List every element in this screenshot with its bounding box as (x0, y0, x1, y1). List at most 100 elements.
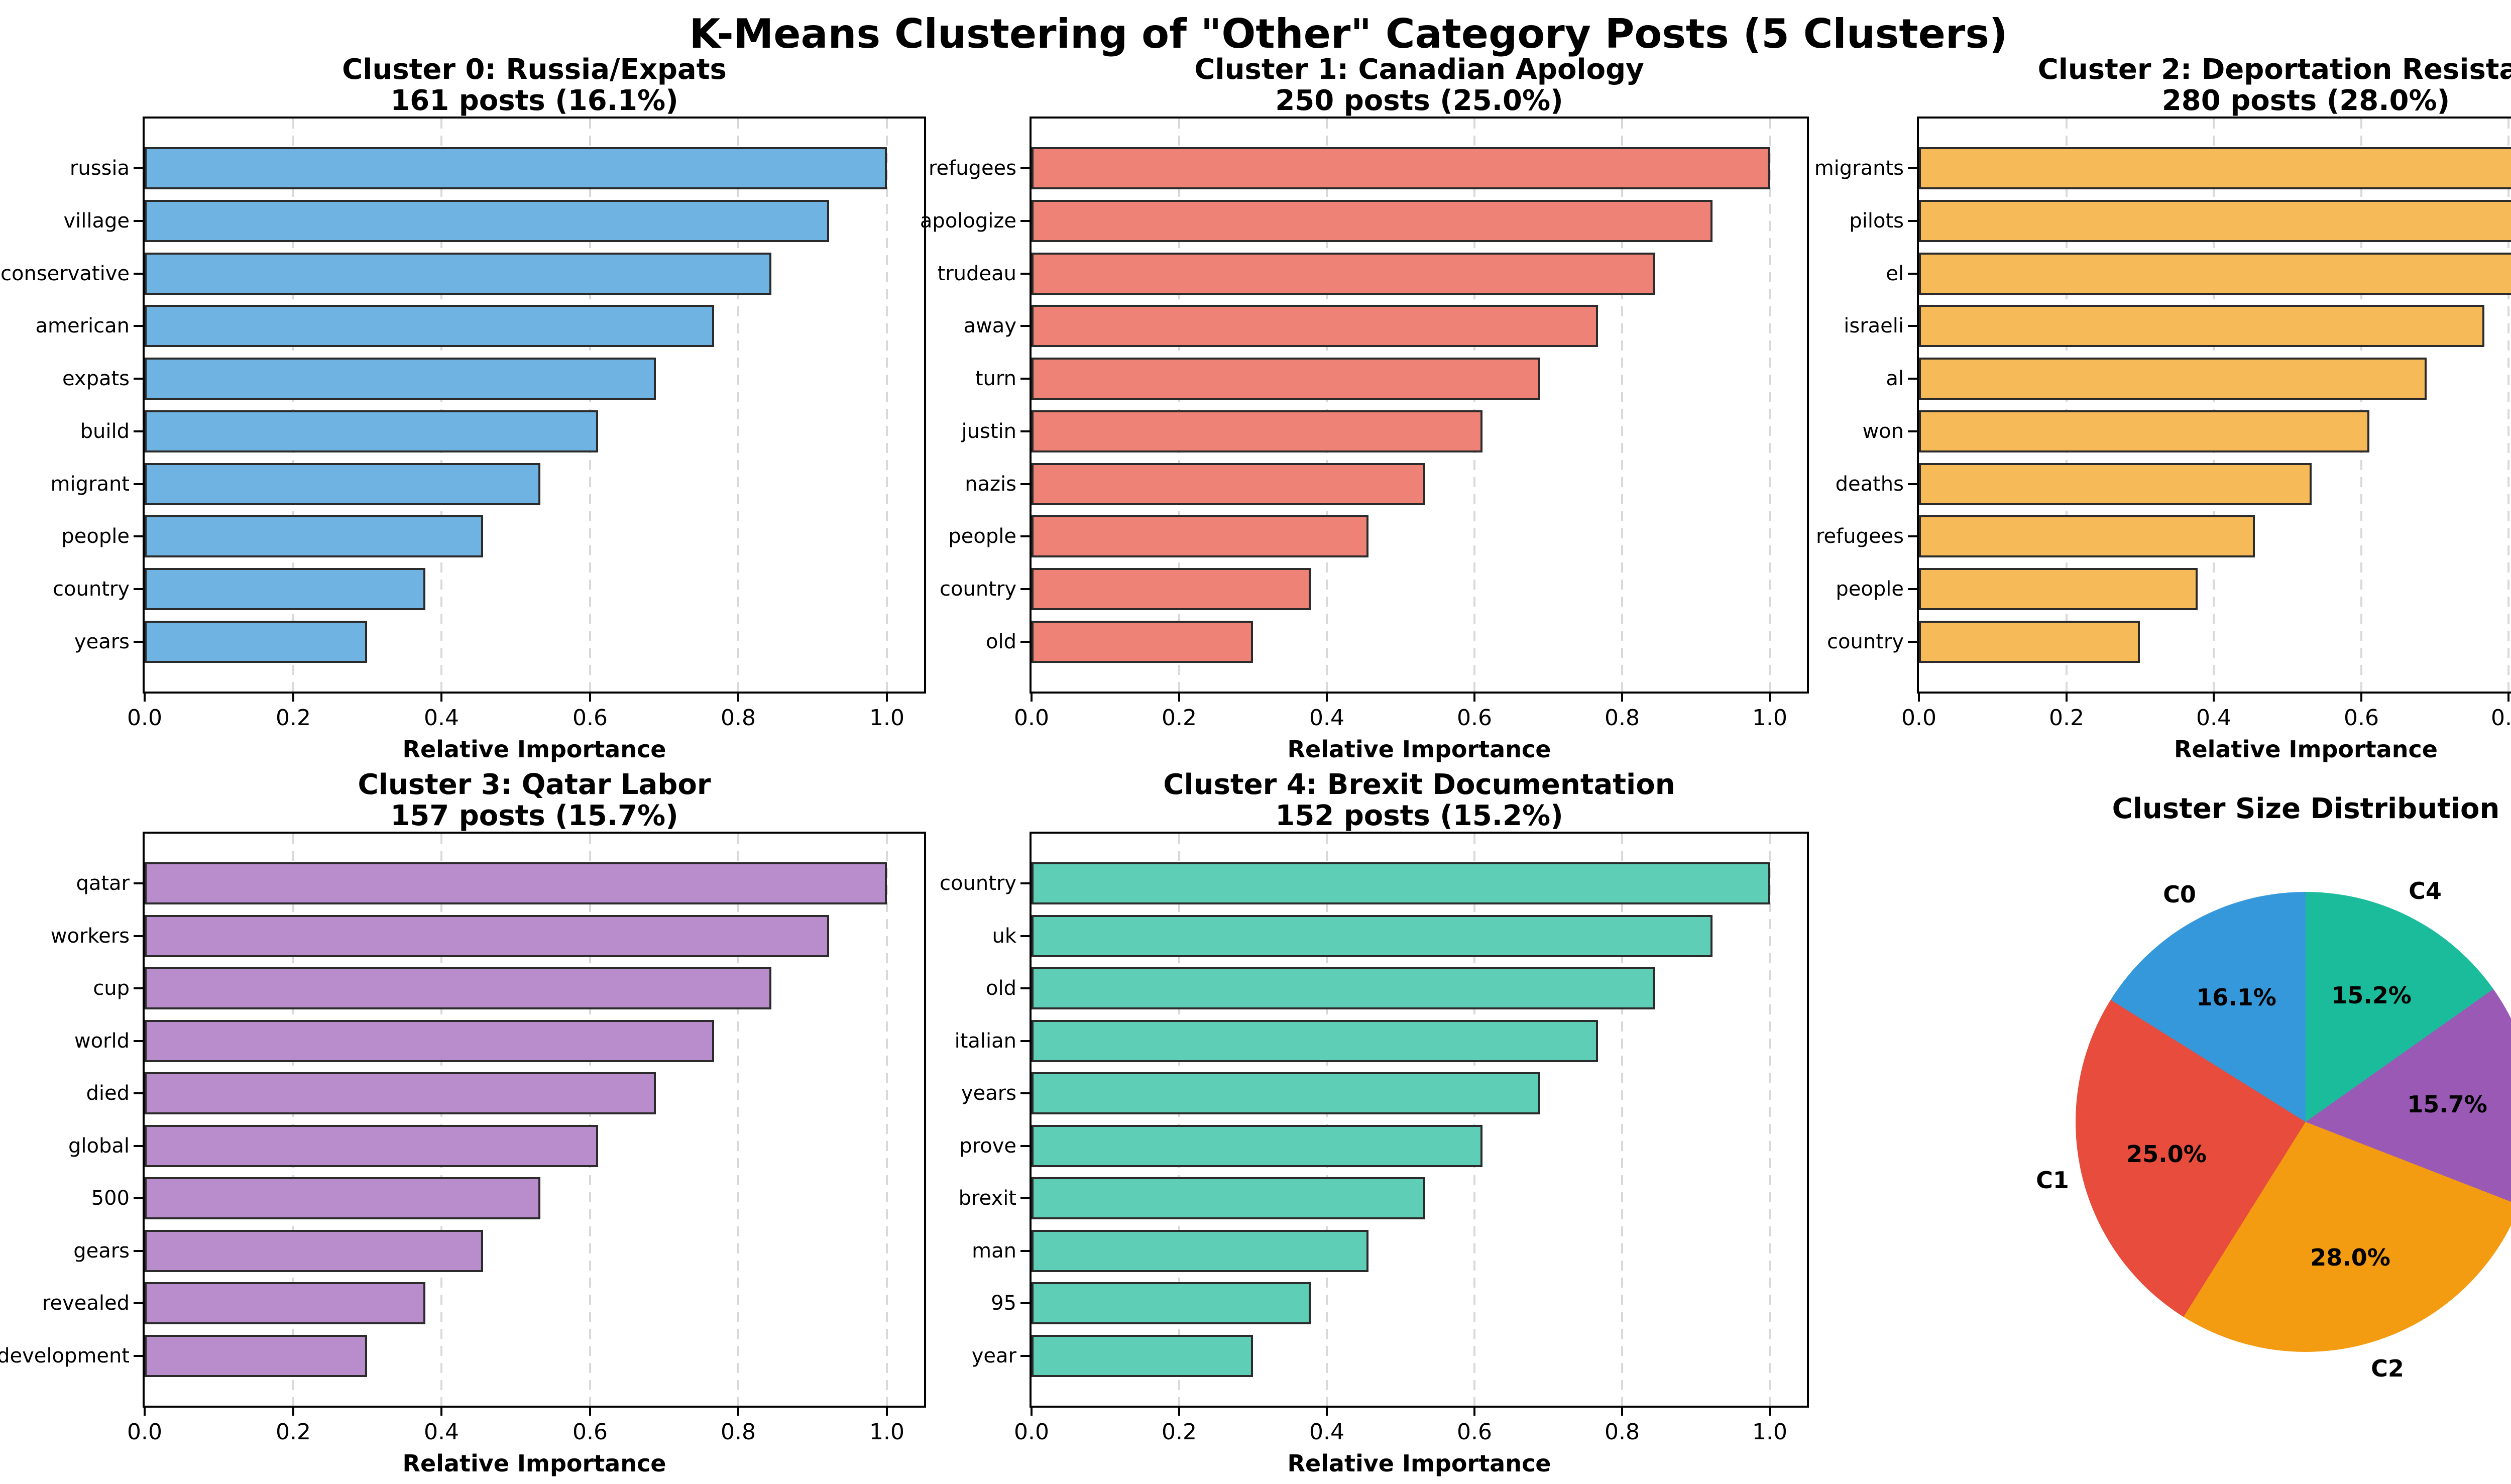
pie-percent-label-C3: 15.7% (2407, 1091, 2487, 1118)
bar-global (145, 1125, 598, 1167)
y-tick-label-old: old (986, 977, 1016, 1000)
x-tick-1.0 (1769, 1408, 1771, 1416)
y-tick-label-people: people (61, 525, 130, 548)
x-tick-label-0.4: 0.4 (424, 705, 459, 731)
x-tick-0.0 (144, 1408, 146, 1416)
x-tick-0.0 (144, 694, 146, 702)
y-tick-development (134, 1355, 143, 1357)
bar-migrants (1919, 147, 2511, 189)
y-tick-label-el: el (1886, 262, 1904, 285)
x-tick-label-0.0: 0.0 (1014, 705, 1049, 731)
pie-chart (2076, 892, 2511, 1352)
x-axis-label: Relative Importance (1287, 736, 1551, 763)
x-tick-label-0.8: 0.8 (1605, 705, 1640, 731)
y-tick-cup (134, 987, 143, 989)
bar-prove (1032, 1125, 1482, 1167)
y-tick-italian (1020, 1040, 1030, 1042)
x-tick-label-0.4: 0.4 (1309, 705, 1344, 731)
bar-migrant (145, 463, 540, 505)
y-tick-label-american: american (35, 314, 130, 337)
bar-95 (1032, 1282, 1311, 1324)
y-tick-nazis (1020, 483, 1030, 485)
y-tick-label-old: old (986, 630, 1016, 653)
plot-area (145, 834, 924, 1406)
subplot-title-line2: 152 posts (15.2%) (1275, 800, 1563, 832)
gridline-x-1 (1769, 834, 1771, 1406)
gridline-x-0.2 (1178, 834, 1180, 1406)
bar-country (1919, 621, 2140, 663)
gridline-x-0.6 (1473, 119, 1475, 692)
bar-away (1032, 305, 1598, 347)
y-tick-died (134, 1092, 143, 1094)
bar-500 (145, 1177, 540, 1219)
y-tick-trudeau (1020, 273, 1030, 275)
gridline-x-0.8 (737, 119, 739, 692)
x-axis-label: Relative Importance (1287, 1450, 1551, 1477)
y-tick-label-won: won (1862, 420, 1904, 443)
gridline-x-0.6 (589, 834, 591, 1406)
x-tick-0.8 (1621, 694, 1623, 702)
y-tick-pilots (1908, 220, 1917, 222)
y-tick-label-israeli: israeli (1844, 314, 1904, 337)
y-tick-label-prove: prove (959, 1134, 1016, 1158)
x-tick-0.4 (440, 694, 442, 702)
y-tick-russia (134, 167, 143, 169)
y-tick-label-deaths: deaths (1835, 473, 1904, 496)
subplot-title-line1: Cluster 4: Brexit Documentation (1163, 768, 1675, 801)
subplot-title-cluster-3: Cluster 3: Qatar Labor 157 posts (15.7%) (145, 769, 924, 832)
y-tick-label-revealed: revealed (42, 1292, 130, 1315)
bar-trudeau (1032, 253, 1655, 295)
subplot-title-cluster-2: Cluster 2: Deportation Resistance280 pos… (1919, 54, 2511, 117)
x-tick-0.6 (1473, 694, 1475, 702)
y-tick-al (1908, 378, 1917, 380)
x-tick-label-0.2: 0.2 (276, 1419, 311, 1445)
y-tick-uk (1020, 935, 1030, 937)
bar-turn (1032, 358, 1540, 400)
subplot-title-line2: 157 posts (15.7%) (390, 800, 678, 832)
gridline-x-0.4 (440, 834, 442, 1406)
x-tick-label-0.4: 0.4 (1309, 1419, 1344, 1445)
gridline-x-0.4 (2213, 119, 2215, 692)
x-tick-0.2 (292, 1408, 294, 1416)
bar-nazis (1032, 463, 1425, 505)
y-tick-label-country: country (940, 872, 1016, 895)
bar-country (145, 568, 425, 610)
y-tick-label-nazis: nazis (965, 473, 1016, 496)
bar-brexit (1032, 1177, 1425, 1219)
gridline-x-1 (886, 834, 888, 1406)
pie-percent-label-C2: 28.0% (2310, 1244, 2390, 1271)
y-tick-label-died: died (86, 1082, 130, 1105)
subplot-title-line2: 161 posts (16.1%) (390, 84, 678, 117)
x-tick-label-0.2: 0.2 (1162, 1419, 1197, 1445)
x-tick-0.6 (589, 694, 591, 702)
plot-area (1032, 834, 1807, 1406)
x-tick-0.6 (589, 1408, 591, 1416)
y-tick-justin (1020, 430, 1030, 432)
bar-years (145, 621, 367, 663)
pie-percent-label-C4: 15.2% (2331, 982, 2412, 1009)
x-tick-label-0.2: 0.2 (2049, 705, 2084, 731)
y-tick-years (1020, 1092, 1030, 1094)
x-tick-label-0.0: 0.0 (127, 1419, 162, 1445)
x-tick-0.4 (440, 1408, 442, 1416)
x-tick-0.4 (1326, 694, 1328, 702)
bar-country (1032, 568, 1311, 610)
y-tick-label-people: people (948, 525, 1016, 548)
gridline-x-0.4 (440, 119, 442, 692)
y-tick-label-years: years (961, 1082, 1016, 1105)
x-tick-0.8 (737, 1408, 739, 1416)
y-tick-label-country: country (1827, 630, 1904, 653)
y-tick-global (134, 1145, 143, 1147)
x-tick-0.6 (1473, 1408, 1475, 1416)
gridline-x-0.2 (2066, 119, 2068, 692)
y-tick-label-build: build (80, 420, 130, 443)
bar-russia (145, 147, 887, 189)
bar-refugees (1032, 147, 1770, 189)
x-tick-0.8 (2507, 694, 2509, 702)
y-tick-label-russia: russia (69, 157, 130, 180)
gridline-x-0.4 (1326, 119, 1328, 692)
bar-conservative (145, 253, 771, 295)
y-tick-label-pilots: pilots (1849, 209, 1904, 233)
x-tick-label-0.2: 0.2 (1162, 705, 1197, 731)
